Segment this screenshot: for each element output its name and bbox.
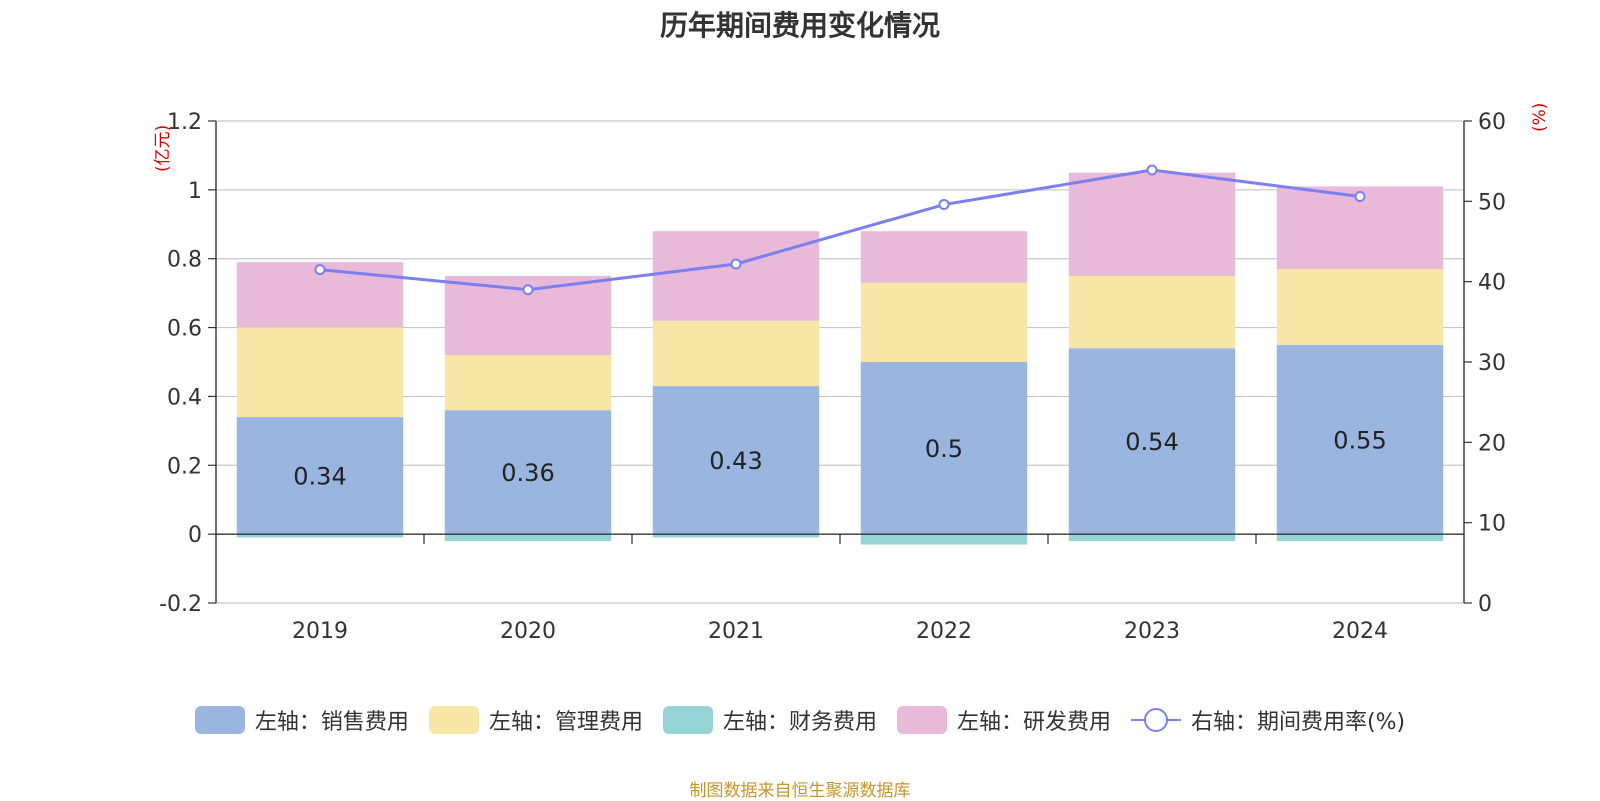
bar-segment-1 <box>860 282 1028 362</box>
bar-segment-0 <box>1276 344 1444 535</box>
rate-point <box>1146 164 1158 176</box>
bar-data-label: 0.36 <box>501 459 554 487</box>
bar-data-label: 0.34 <box>293 463 346 491</box>
legend-swatch-rate <box>1130 706 1181 734</box>
right-axis-tick-label: 20 <box>1478 431 1506 456</box>
category-label: 2022 <box>916 619 972 644</box>
category-label: 2021 <box>708 619 764 644</box>
legend-label-admin: 左轴：管理费用 <box>488 710 643 735</box>
rate-point <box>730 258 742 270</box>
bar-segment-1 <box>1276 269 1444 345</box>
bar-segment-2 <box>444 534 612 542</box>
legend-swatch-finance <box>662 706 713 734</box>
left-axis-tick-label: 0.6 <box>167 317 202 342</box>
legend-swatch-rd <box>896 706 947 734</box>
left-axis-tick-label: 1.2 <box>167 110 202 135</box>
bar-segment-0 <box>236 417 404 535</box>
bar-segment-0 <box>860 362 1028 535</box>
left-axis-tick-label: 0.2 <box>167 454 202 479</box>
bar-segment-0 <box>1068 348 1236 535</box>
data-source-note: 制图数据来自恒生聚源数据库 <box>689 781 911 801</box>
bar-segment-2 <box>652 534 820 538</box>
category-label: 2024 <box>1332 619 1388 644</box>
left-axis-tick-label: -0.2 <box>159 592 202 617</box>
bar-data-label: 0.55 <box>1333 426 1386 454</box>
bar-segment-1 <box>652 320 820 387</box>
bar-segment-1 <box>444 355 612 411</box>
chart-plot: -0.2 0 0.2 0.4 0.6 0.8 1 1.2 0 10 20 30 40 50 60 0.34 0.… <box>159 110 1506 644</box>
right-axis-tick-label: 10 <box>1478 512 1506 537</box>
bar-segment-1 <box>236 327 404 418</box>
chart-legend: 左轴：销售费用 左轴：管理费用 左轴：财务费用 左轴：研发费用 右轴：期间费用率… <box>0 704 1600 736</box>
right-axis-tick-label: 30 <box>1478 351 1506 376</box>
category-label: 2023 <box>1124 619 1180 644</box>
bar-data-label: 0.43 <box>709 447 762 475</box>
left-axis-tick-label: 0.8 <box>167 248 202 273</box>
category-label: 2020 <box>500 619 556 644</box>
legend-label-finance: 左轴：财务费用 <box>722 710 877 735</box>
rate-line <box>319 168 1361 292</box>
bar-data-label: 0.54 <box>1125 428 1178 456</box>
legend-item-rd[interactable]: 左轴：研发费用 <box>896 704 1111 736</box>
legend-label-sales: 左轴：销售费用 <box>254 710 409 735</box>
left-axis-tick-label: 0.4 <box>167 385 202 410</box>
legend-label-rd: 左轴：研发费用 <box>956 710 1111 735</box>
rate-point <box>314 264 326 276</box>
legend-swatch-admin <box>428 706 479 734</box>
left-axis-tick-label: 0 <box>188 523 202 548</box>
bar-segment-3 <box>1068 172 1236 276</box>
category-label: 2019 <box>292 619 348 644</box>
right-axis-tick-label: 40 <box>1478 271 1506 296</box>
legend-item-admin[interactable]: 左轴：管理费用 <box>428 704 643 736</box>
bar-segment-3 <box>860 231 1028 283</box>
bar-segment-1 <box>1068 275 1236 349</box>
bar-segment-0 <box>652 386 820 535</box>
bar-segment-2 <box>1276 534 1444 542</box>
legend-label-rate: 右轴：期间费用率(%) <box>1190 710 1406 735</box>
chart-title: 历年期间费用变化情况 <box>659 9 940 42</box>
bar-segment-0 <box>444 410 612 535</box>
rate-point <box>938 199 950 211</box>
left-axis-tick-label: 1 <box>188 179 202 204</box>
legend-item-sales[interactable]: 左轴：销售费用 <box>194 704 409 736</box>
bar-segment-2 <box>860 534 1028 545</box>
right-axis-tick-label: 50 <box>1478 190 1506 215</box>
bar-data-label: 0.5 <box>925 435 963 463</box>
bar-segment-2 <box>236 534 404 538</box>
right-axis-tick-label: 0 <box>1478 592 1492 617</box>
legend-item-rate[interactable]: 右轴：期间费用率(%) <box>1130 704 1406 736</box>
rate-point <box>522 284 534 296</box>
legend-item-finance[interactable]: 左轴：财务费用 <box>662 704 877 736</box>
rate-point <box>1354 191 1366 203</box>
right-axis-tick-label: 60 <box>1478 110 1506 135</box>
legend-swatch-sales <box>194 706 245 734</box>
bar-segment-3 <box>652 231 820 321</box>
bar-segment-2 <box>1068 534 1236 542</box>
